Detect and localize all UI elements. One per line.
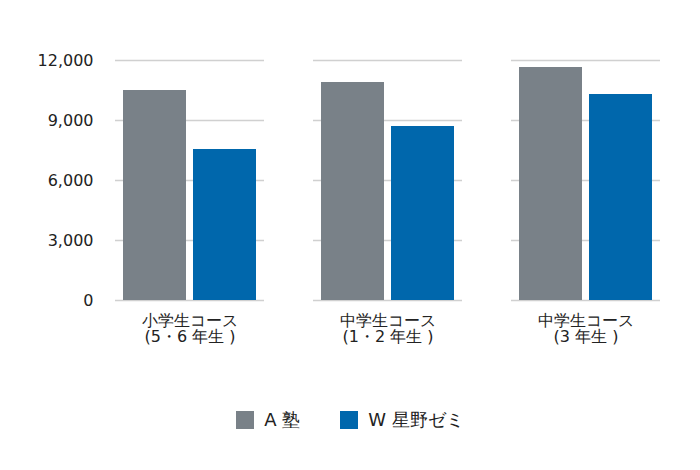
svg-text:中学生コース(1・2 年生 ): 中学生コース(1・2 年生 ) [340, 311, 436, 346]
svg-text:中学生コース(3 年生 ): 中学生コース(3 年生 ) [538, 311, 634, 346]
svg-text:0: 0 [83, 291, 93, 310]
html-text:A 塾: A 塾 [264, 409, 301, 430]
svg-text:小学生コース(5・6 年生 ): 小学生コース(5・6 年生 ) [142, 311, 238, 346]
html-text:W 星野ゼミ: W 星野ゼミ [368, 409, 464, 430]
svg-text:9,000: 9,000 [48, 111, 94, 130]
svg-text:3,000: 3,000 [48, 231, 94, 250]
svg-text:12,000: 12,000 [38, 51, 94, 70]
svg-text:6,000: 6,000 [48, 171, 94, 190]
